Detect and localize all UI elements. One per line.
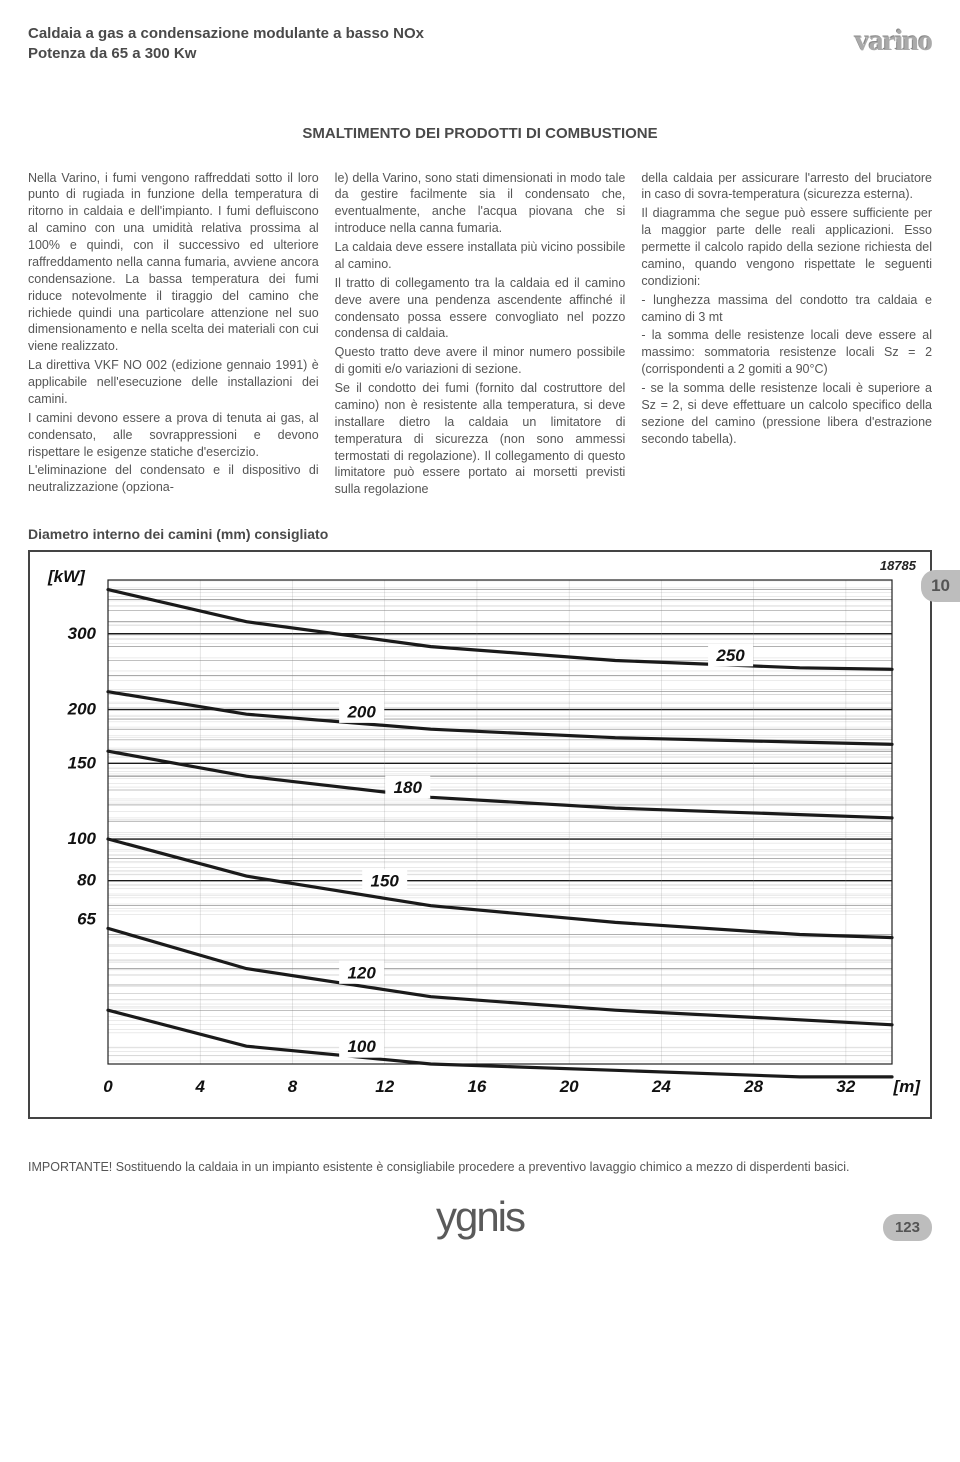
- svg-text:4: 4: [195, 1077, 206, 1096]
- svg-text:18785: 18785: [880, 558, 917, 573]
- section-title: SMALTIMENTO DEI PRODOTTI DI COMBUSTIONE: [28, 125, 932, 142]
- svg-text:80: 80: [77, 871, 96, 890]
- footer-logo: ygnis: [436, 1193, 524, 1241]
- body-col3: della caldaia per assicurare l'arresto d…: [641, 170, 932, 501]
- svg-text:65: 65: [77, 910, 96, 929]
- svg-text:100: 100: [347, 1037, 376, 1056]
- svg-text:32: 32: [836, 1077, 855, 1096]
- svg-text:300: 300: [68, 624, 97, 643]
- body-columns: Nella Varino, i fumi vengono raffreddati…: [28, 170, 932, 501]
- svg-text:[kW]: [kW]: [47, 567, 86, 586]
- header-title-block: Caldaia a gas a condensazione modulante …: [28, 24, 424, 65]
- page-number: 123: [883, 1214, 932, 1241]
- svg-text:8: 8: [288, 1077, 298, 1096]
- chimney-diameter-chart: 18785 [kW] 65 80 100 150 200 300 0 4 8 12 16 20 24 28 32…: [30, 552, 930, 1112]
- svg-text:200: 200: [346, 703, 376, 722]
- body-col1: Nella Varino, i fumi vengono raffreddati…: [28, 170, 319, 501]
- svg-text:150: 150: [371, 872, 400, 891]
- svg-text:200: 200: [67, 700, 97, 719]
- svg-text:[m]: [m]: [893, 1077, 922, 1096]
- chart-title: Diametro interno dei camini (mm) consigl…: [28, 526, 932, 542]
- side-tab: 10: [921, 570, 960, 602]
- svg-text:24: 24: [651, 1077, 671, 1096]
- chart-container: 18785 [kW] 65 80 100 150 200 300 0 4 8 12 16 20 24 28 32…: [28, 550, 932, 1119]
- important-note: IMPORTANTE! Sostituendo la caldaia in un…: [28, 1159, 932, 1177]
- svg-text:16: 16: [467, 1077, 486, 1096]
- svg-text:150: 150: [68, 753, 97, 772]
- svg-text:28: 28: [743, 1077, 763, 1096]
- brand-logo: varino: [855, 24, 932, 58]
- body-col2: le) della Varino, sono stati dimensionat…: [335, 170, 626, 501]
- header-line1: Caldaia a gas a condensazione modulante …: [28, 24, 424, 44]
- page-header: Caldaia a gas a condensazione modulante …: [28, 24, 932, 65]
- header-line2: Potenza da 65 a 300 Kw: [28, 44, 424, 64]
- svg-text:20: 20: [559, 1077, 579, 1096]
- page-footer: ygnis 123: [28, 1187, 932, 1247]
- page: Caldaia a gas a condensazione modulante …: [0, 0, 960, 1267]
- svg-text:180: 180: [394, 778, 423, 797]
- svg-text:120: 120: [347, 963, 376, 982]
- svg-text:12: 12: [375, 1077, 394, 1096]
- svg-text:100: 100: [68, 829, 97, 848]
- svg-text:250: 250: [715, 646, 745, 665]
- svg-text:0: 0: [103, 1077, 113, 1096]
